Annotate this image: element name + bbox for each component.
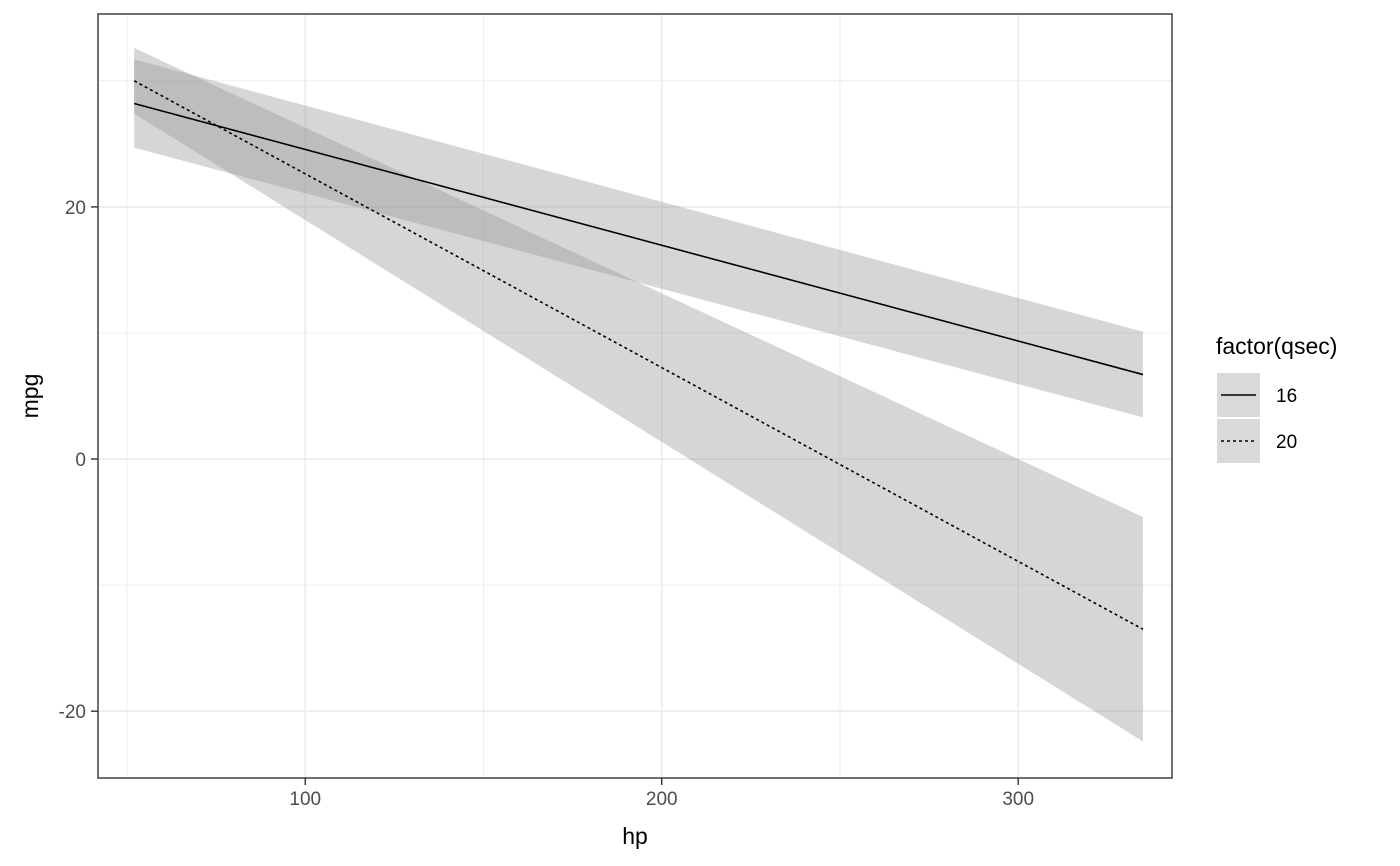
x-axis-title: hp xyxy=(622,823,648,849)
confidence-ribbons xyxy=(134,48,1143,742)
panel-border xyxy=(97,13,1173,779)
x-tick-label: 100 xyxy=(289,789,321,810)
minor-gridlines xyxy=(98,14,1172,778)
y-tick-labels: -20 0 20 xyxy=(59,198,86,723)
y-tick-label: -20 xyxy=(59,702,86,723)
fit-line-20 xyxy=(133,80,1144,630)
y-tick-label: 0 xyxy=(75,450,86,471)
ribbon-20 xyxy=(134,48,1143,742)
x-tick-label: 300 xyxy=(1002,789,1034,810)
y-tick-label: 20 xyxy=(65,198,86,219)
legend-title: factor(qsec) xyxy=(1216,333,1337,359)
legend: factor(qsec) 16 20 xyxy=(1216,333,1337,463)
legend-label-16: 16 xyxy=(1276,386,1297,407)
axis-ticks xyxy=(91,206,1019,785)
legend-label-20: 20 xyxy=(1276,432,1297,453)
x-tick-labels: 100 200 300 xyxy=(289,789,1034,810)
x-tick-label: 200 xyxy=(646,789,678,810)
y-axis-title: mpg xyxy=(17,374,43,419)
fit-lines xyxy=(133,80,1144,630)
fit-line-16 xyxy=(133,102,1144,376)
major-gridlines xyxy=(98,14,1172,778)
